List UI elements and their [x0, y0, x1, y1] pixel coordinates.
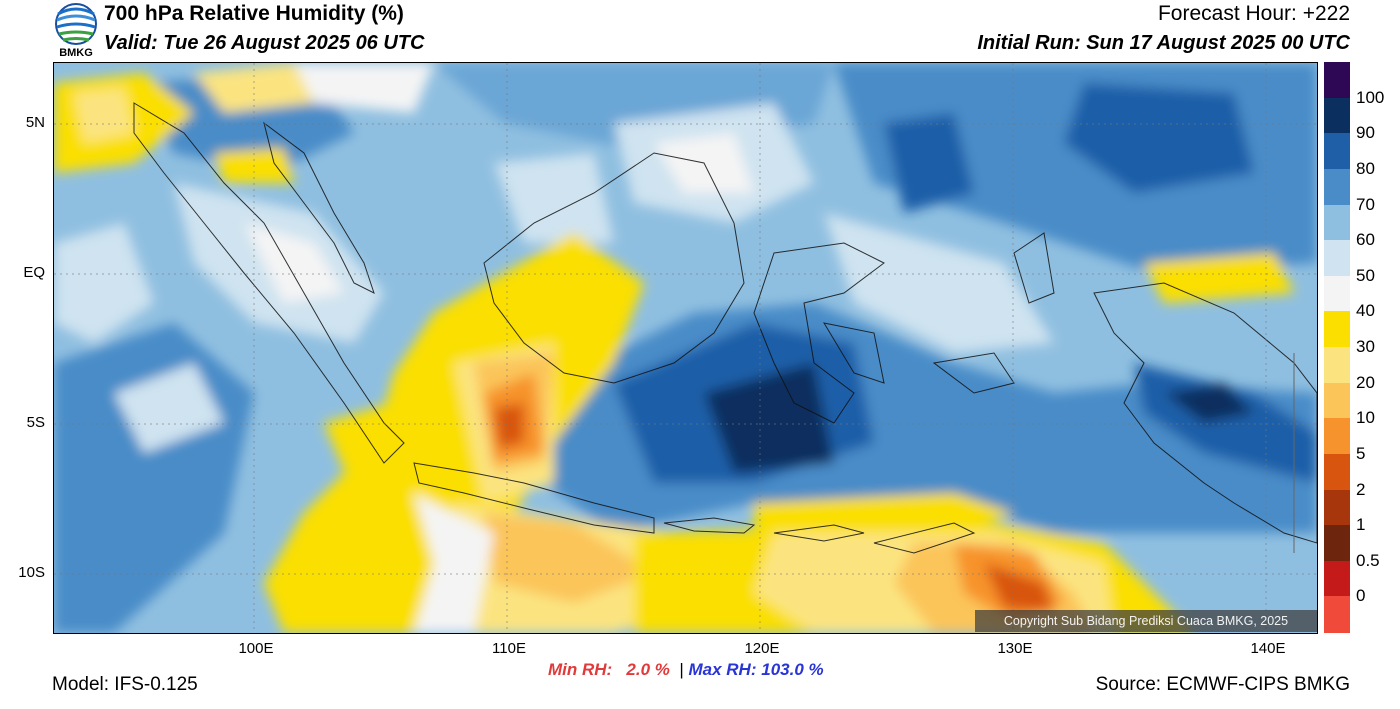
forecast-hour: Forecast Hour: +222	[1157, 2, 1350, 25]
colorbar-label: 80	[1356, 158, 1375, 178]
valid-time: Valid: Tue 26 August 2025 06 UTC	[104, 32, 425, 54]
colorbar-segment	[1324, 133, 1350, 170]
lat-label-10s: 10S	[18, 564, 45, 581]
colorbar-label: 90	[1356, 123, 1375, 143]
min-rh-value: 2.0 %	[626, 660, 670, 679]
colorbar-label: 40	[1356, 301, 1375, 321]
colorbar-label: 10	[1356, 408, 1375, 428]
colorbar-segment	[1324, 418, 1350, 455]
colorbar-segment	[1324, 204, 1350, 241]
colorbar-label: 0	[1356, 586, 1366, 606]
max-rh-label: Max RH:	[688, 660, 757, 679]
stats-separator: |	[679, 660, 684, 679]
colorbar-segment	[1324, 168, 1350, 205]
colorbar-segment	[1324, 240, 1350, 277]
humidity-map	[53, 62, 1318, 634]
colorbar-segment	[1324, 62, 1350, 99]
colorbar-segment	[1324, 453, 1350, 490]
colorbar-segment	[1324, 525, 1350, 562]
map-title: 700 hPa Relative Humidity (%)	[104, 2, 404, 25]
colorbar-label: 30	[1356, 337, 1375, 356]
colorbar-segment	[1324, 382, 1350, 419]
colorbar-label: 100	[1356, 87, 1385, 107]
max-rh-value: 103.0 %	[761, 660, 824, 679]
rh-stats: Min RH: 2.0 % | Max RH: 103.0 %	[548, 660, 824, 680]
model-name: Model: IFS-0.125	[52, 674, 198, 695]
colorbar-segment	[1324, 275, 1350, 312]
colorbar-label: 70	[1356, 194, 1375, 214]
colorbar-segment	[1324, 311, 1350, 348]
bmkg-logo: BMKG	[52, 2, 100, 59]
colorbar-label: 20	[1356, 372, 1375, 392]
colorbar-label: 50	[1356, 265, 1375, 285]
initial-run: Initial Run: Sun 17 August 2025 00 UTC	[977, 32, 1350, 54]
lat-label-5n: 5N	[25, 114, 45, 131]
colorbar-segment	[1324, 97, 1350, 134]
lon-label-130e: 130E	[997, 640, 1033, 657]
colorbar-segment	[1324, 489, 1350, 526]
colorbar-label: 60	[1356, 230, 1375, 250]
logo-text: BMKG	[59, 47, 93, 58]
lon-label-110e: 110E	[492, 640, 526, 657]
colorbar-segment	[1324, 596, 1350, 633]
colorbar-label: 0.5	[1356, 550, 1380, 570]
lon-label-100e: 100E	[238, 640, 274, 657]
colorbar-segment	[1324, 347, 1350, 384]
lon-label-120e: 120E	[744, 640, 780, 657]
colorbar-label: 5	[1356, 443, 1366, 463]
colorbar-label: 1	[1356, 515, 1366, 535]
colorbar-label: 2	[1356, 479, 1366, 499]
data-source: Source: ECMWF-CIPS BMKG	[1095, 674, 1350, 695]
lon-label-140e: 140E	[1250, 640, 1286, 657]
colorbar	[1324, 62, 1350, 633]
copyright-notice: Copyright Sub Bidang Prediksi Cuaca BMKG…	[975, 610, 1317, 632]
lat-label-5s: 5S	[26, 414, 45, 431]
lat-label-eq: EQ	[23, 264, 45, 281]
min-rh-label: Min RH:	[548, 660, 613, 679]
colorbar-segment	[1324, 560, 1350, 597]
